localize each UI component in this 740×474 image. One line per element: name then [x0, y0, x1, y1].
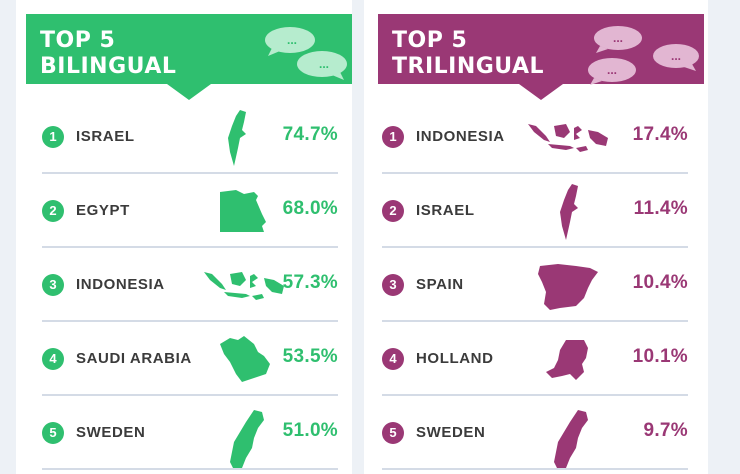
- trilingual-banner: TOP 5 TRILINGUAL ... ... ...: [378, 14, 704, 100]
- bubble-dots-2: ...: [670, 49, 681, 63]
- percentage: 17.4%: [632, 124, 688, 145]
- rank-badge: 2: [382, 200, 404, 222]
- rank-badge: 2: [42, 200, 64, 222]
- title-line-1: TOP 5: [40, 28, 116, 53]
- country-name: INDONESIA: [76, 276, 165, 293]
- rank-badge: 3: [42, 274, 64, 296]
- row-divider: [42, 172, 338, 174]
- bubble-dots-2: ...: [318, 57, 329, 71]
- list-item: 3 SPAIN 10.4%: [382, 248, 688, 322]
- row-divider: [382, 394, 688, 396]
- title-line-2: TRILINGUAL: [392, 54, 545, 79]
- country-name: ISRAEL: [416, 202, 475, 219]
- percentage: 10.1%: [632, 346, 688, 367]
- bilingual-panel: TOP 5 BILINGUAL ... ... 1 ISRAEL 74.7% 2…: [16, 0, 352, 474]
- trilingual-title: TOP 5 TRILINGUAL: [392, 28, 544, 80]
- sweden-map-icon: [230, 410, 264, 470]
- speech-bubbles-icon: [265, 27, 347, 80]
- title-line-2: BILINGUAL: [40, 54, 177, 79]
- bilingual-banner: TOP 5 BILINGUAL ... ...: [26, 14, 352, 100]
- list-item: 5 SWEDEN 9.7%: [382, 396, 688, 470]
- rank-badge: 1: [382, 126, 404, 148]
- percentage: 68.0%: [282, 198, 338, 219]
- row-divider: [382, 468, 688, 470]
- bilingual-title: TOP 5 BILINGUAL: [40, 28, 176, 80]
- list-item: 2 ISRAEL 11.4%: [382, 174, 688, 248]
- list-item: 4 SAUDI ARABIA 53.5%: [42, 322, 338, 396]
- row-divider: [42, 320, 338, 322]
- list-item: 5 SWEDEN 51.0%: [42, 396, 338, 470]
- percentage: 9.7%: [643, 420, 688, 441]
- country-name: EGYPT: [76, 202, 130, 219]
- bubble-dots-1: ...: [286, 33, 297, 47]
- country-name: SWEDEN: [76, 424, 146, 441]
- israel-map-icon: [560, 184, 578, 240]
- rank-badge: 5: [382, 422, 404, 444]
- country-name: SAUDI ARABIA: [76, 350, 192, 367]
- country-name: SWEDEN: [416, 424, 486, 441]
- list-item: 1 ISRAEL 74.7%: [42, 100, 338, 174]
- rank-badge: 3: [382, 274, 404, 296]
- country-name: HOLLAND: [416, 350, 494, 367]
- indonesia-map-icon: [528, 124, 608, 152]
- row-divider: [42, 246, 338, 248]
- title-line-1: TOP 5: [392, 28, 468, 53]
- list-item: 3 INDONESIA 57.3%: [42, 248, 338, 322]
- country-name: INDONESIA: [416, 128, 505, 145]
- row-divider: [382, 172, 688, 174]
- percentage: 10.4%: [632, 272, 688, 293]
- indonesia-map-icon: [204, 272, 284, 300]
- list-item: 1 INDONESIA 17.4%: [382, 100, 688, 174]
- percentage: 11.4%: [633, 198, 688, 219]
- row-divider: [382, 320, 688, 322]
- percentage: 74.7%: [282, 124, 338, 145]
- rank-badge: 5: [42, 422, 64, 444]
- egypt-map-icon: [220, 190, 266, 232]
- speech-bubbles-icon: [588, 26, 699, 85]
- saudi-arabia-map-icon: [220, 336, 270, 382]
- rank-badge: 4: [42, 348, 64, 370]
- percentage: 53.5%: [282, 346, 338, 367]
- list-item: 2 EGYPT 68.0%: [42, 174, 338, 248]
- bubble-dots-3: ...: [606, 63, 617, 77]
- rank-badge: 4: [382, 348, 404, 370]
- holland-map-icon: [546, 340, 588, 380]
- row-divider: [382, 246, 688, 248]
- row-divider: [42, 394, 338, 396]
- rank-badge: 1: [42, 126, 64, 148]
- bubble-dots-1: ...: [612, 31, 623, 45]
- spain-map-icon: [538, 264, 598, 310]
- percentage: 57.3%: [282, 272, 338, 293]
- sweden-map-icon: [554, 410, 588, 470]
- percentage: 51.0%: [282, 420, 338, 441]
- country-name: ISRAEL: [76, 128, 135, 145]
- trilingual-panel: TOP 5 TRILINGUAL ... ... ... 1 INDONESIA: [364, 0, 708, 474]
- list-item: 4 HOLLAND 10.1%: [382, 322, 688, 396]
- row-divider: [42, 468, 338, 470]
- country-name: SPAIN: [416, 276, 464, 293]
- israel-map-icon: [228, 110, 246, 166]
